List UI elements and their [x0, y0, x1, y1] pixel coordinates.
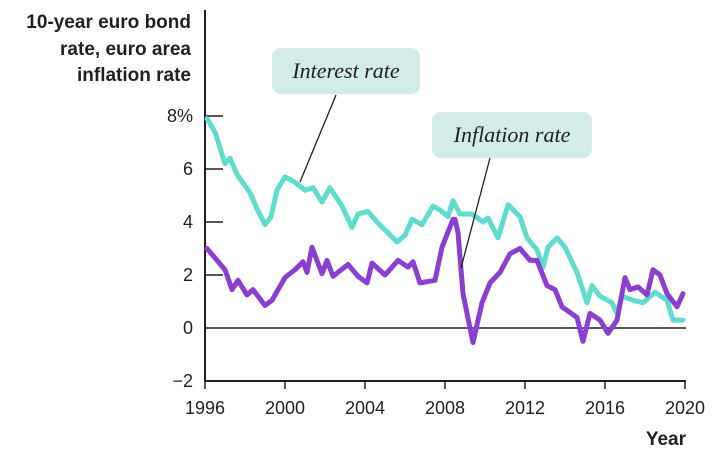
inflation-rate-label: Inflation rate: [453, 122, 571, 147]
y-axis-title-line-3: inflation rate: [77, 65, 191, 86]
interest-rate-pointer: [299, 94, 337, 183]
y-tick-label: 8%: [167, 106, 193, 126]
interest-rate-callout: Interest rate: [272, 48, 420, 183]
interest-rate-series-line: [204, 116, 686, 323]
y-axis-title-line-1: 10-year euro bond: [26, 12, 191, 33]
x-tick-label: 2012: [505, 398, 545, 418]
y-tick-label: 2: [183, 265, 193, 285]
x-tick-label: 2008: [425, 398, 465, 418]
y-tick-label: −2: [172, 371, 193, 391]
y-tick-label: 0: [183, 318, 193, 338]
x-tick-label: 2004: [345, 398, 385, 418]
x-tick-label: 2020: [665, 398, 705, 418]
x-axis-title: Year: [646, 429, 687, 450]
interest-rate-label: Interest rate: [291, 58, 400, 83]
x-tick-label: 2000: [265, 398, 305, 418]
interest-rate-callout-box: [272, 48, 420, 94]
inflation-rate-pointer: [460, 157, 491, 269]
x-tick-label: 1996: [185, 398, 225, 418]
y-tick-label: 6: [183, 159, 193, 179]
inflation-rate-series-line: [204, 216, 686, 346]
y-tick-label: 4: [183, 212, 193, 232]
x-tick-label: 2016: [585, 398, 625, 418]
y-axis-title: 10-year euro bond rate, euro area inflat…: [26, 12, 191, 86]
y-axis-title-line-2: rate, euro area: [60, 39, 191, 60]
inflation-rate-callout-box: [432, 112, 592, 158]
inflation-rate-callout: Inflation rate: [432, 112, 592, 269]
